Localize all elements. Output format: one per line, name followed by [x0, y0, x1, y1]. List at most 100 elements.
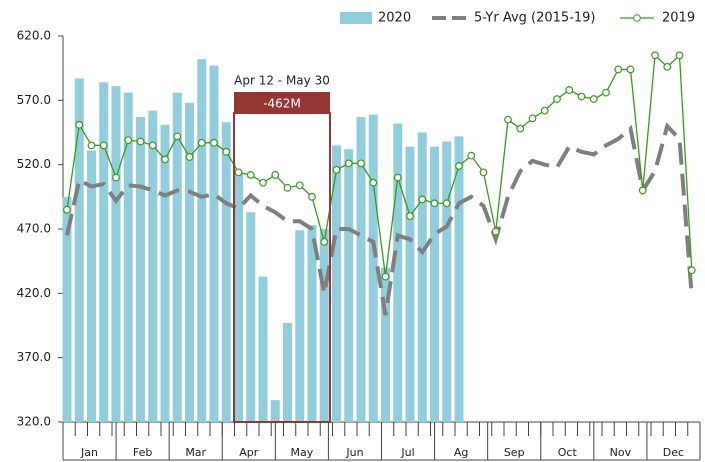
marker	[136, 137, 145, 146]
marker	[259, 178, 267, 187]
bar	[381, 267, 390, 422]
marker	[491, 227, 500, 236]
line	[66, 53, 693, 277]
marker	[99, 141, 108, 150]
marker	[112, 173, 120, 182]
bar	[344, 149, 354, 422]
month-label: Mar	[185, 446, 206, 459]
marker	[87, 141, 96, 150]
marker	[357, 159, 365, 168]
bar	[319, 229, 329, 422]
month-label: Ag	[454, 446, 469, 459]
bar	[283, 322, 292, 422]
month-label: May	[291, 446, 314, 459]
marker	[528, 114, 537, 123]
annotation-delta: -462M	[263, 97, 301, 111]
y-tick-label: 520.0	[17, 157, 51, 171]
month-label: Apr	[239, 446, 259, 459]
bar	[405, 146, 415, 423]
marker	[565, 86, 574, 94]
bar	[295, 230, 305, 422]
marker	[369, 178, 378, 187]
marker	[553, 95, 561, 103]
bar	[62, 196, 72, 422]
marker	[516, 124, 525, 133]
annotation-label-bg	[234, 92, 330, 114]
bar	[454, 136, 464, 423]
marker	[602, 88, 610, 97]
avg-line	[65, 122, 694, 316]
marker	[430, 199, 439, 208]
marker	[455, 162, 463, 170]
marker	[222, 147, 231, 156]
bar	[332, 145, 341, 422]
marker	[173, 132, 182, 141]
marker	[332, 165, 341, 174]
bar	[246, 212, 256, 422]
y-tick-label: 570.0	[17, 93, 51, 107]
marker	[626, 65, 635, 74]
marker	[234, 168, 243, 177]
legend-label: 2019	[662, 11, 695, 26]
marker	[418, 195, 427, 204]
y-tick-label: 320.0	[17, 415, 51, 429]
bar	[258, 276, 268, 422]
month-label: Sep	[504, 446, 525, 459]
y-tick-label: 470.0	[17, 222, 51, 236]
marker	[308, 192, 316, 201]
marker	[589, 95, 598, 103]
bar	[148, 110, 158, 423]
marker	[295, 181, 304, 190]
bar	[234, 172, 243, 422]
marker	[577, 92, 586, 101]
marker	[283, 183, 292, 192]
marker	[197, 138, 206, 147]
bar	[87, 150, 96, 422]
marker	[161, 155, 169, 164]
bar	[417, 132, 427, 422]
month-label: Jun	[345, 446, 363, 459]
bar	[99, 82, 109, 422]
legend-marker	[633, 14, 641, 22]
month-label: Oct	[558, 446, 578, 459]
bar	[185, 102, 194, 422]
legend-swatch	[340, 12, 372, 24]
marker	[381, 272, 390, 281]
month-label: Nov	[610, 446, 632, 459]
y-tick-label: 370.0	[17, 350, 51, 364]
bar	[209, 65, 219, 423]
bar	[356, 117, 366, 422]
marker	[320, 237, 329, 246]
marker	[63, 205, 71, 214]
marker	[663, 62, 672, 71]
marker	[467, 151, 476, 160]
marker	[675, 51, 684, 60]
marker	[393, 173, 402, 182]
bar	[74, 78, 84, 423]
marker	[210, 138, 218, 147]
bar	[430, 146, 439, 423]
marker	[651, 51, 659, 60]
marker	[504, 115, 512, 124]
marker	[271, 171, 280, 179]
marker	[246, 171, 255, 179]
marker	[148, 141, 157, 150]
marker	[406, 212, 414, 221]
legend-label: 5-Yr Avg (2015-19)	[474, 11, 596, 26]
bar	[160, 124, 170, 422]
bar	[221, 122, 231, 422]
marker	[614, 65, 623, 74]
legend-label: 2020	[378, 11, 411, 26]
marker	[540, 106, 549, 115]
annotation-period: Apr 12 - May 30	[234, 74, 330, 88]
marker	[479, 168, 488, 177]
marker	[75, 120, 84, 129]
bar	[172, 92, 182, 422]
marker	[344, 159, 353, 168]
marker	[638, 186, 647, 195]
month-label: Jan	[80, 446, 98, 459]
bar	[136, 117, 145, 422]
month-label: Dec	[663, 446, 684, 459]
bar	[393, 123, 403, 422]
